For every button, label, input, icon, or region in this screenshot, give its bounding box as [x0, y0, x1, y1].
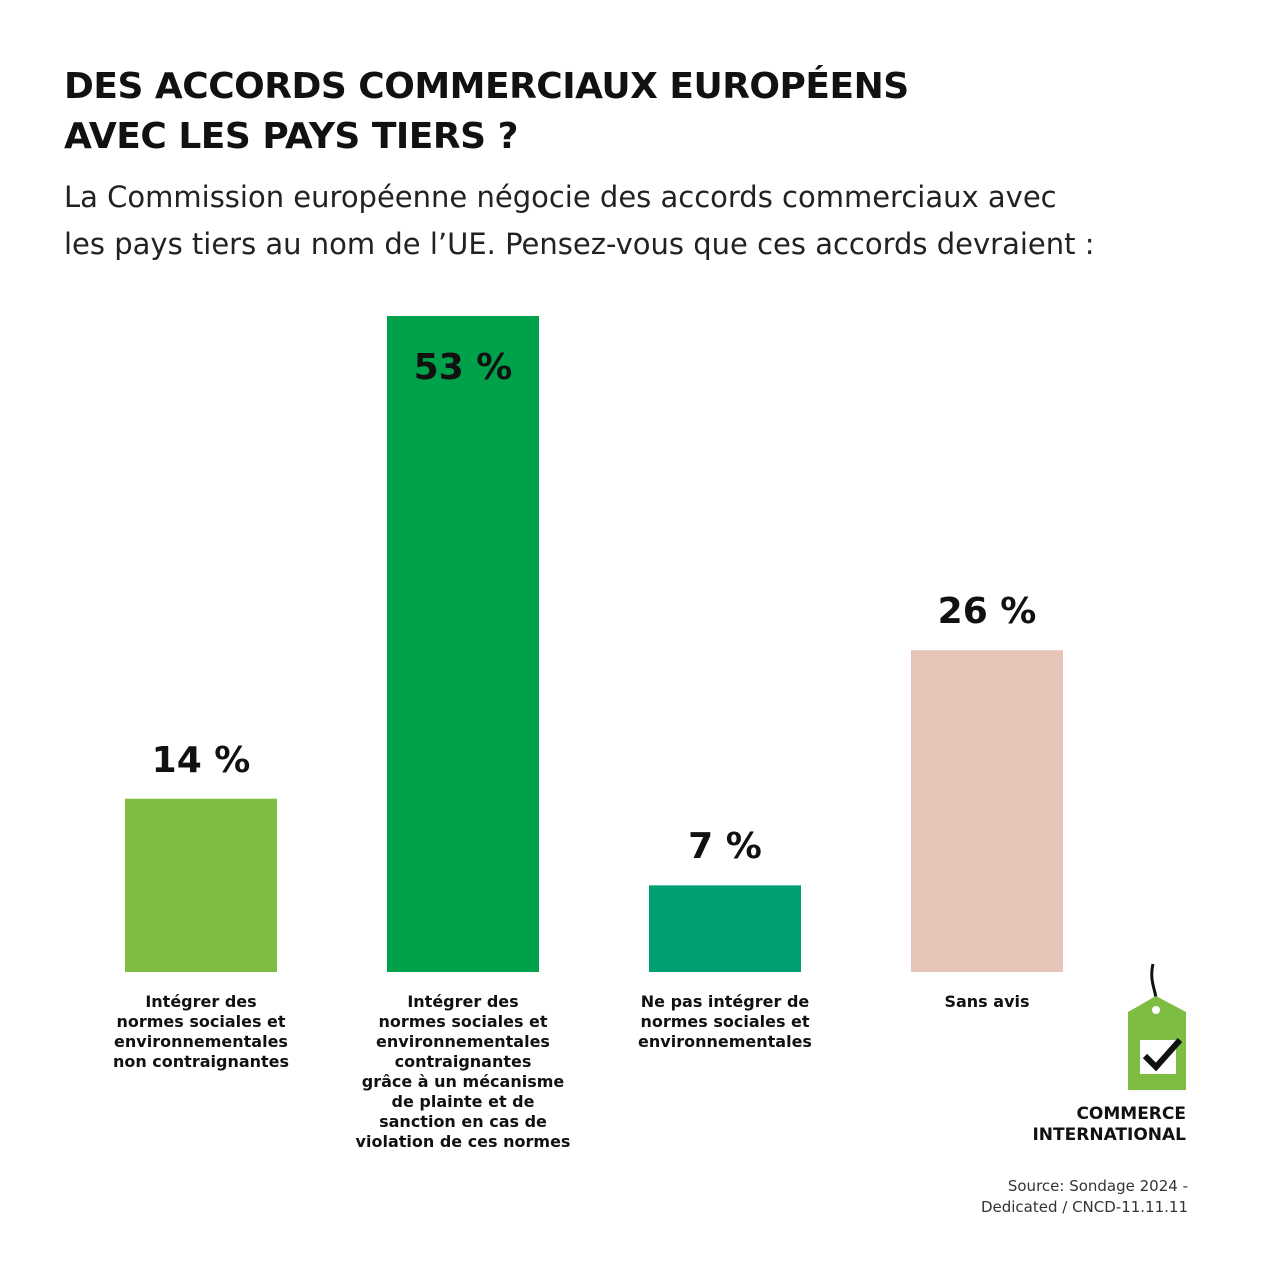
source: Source: Sondage 2024 - Dedicated / CNCD-… [980, 1177, 1188, 1216]
bar [387, 316, 539, 972]
bar [125, 798, 277, 972]
category-label: Sans avis [944, 992, 1030, 1011]
logo-text: COMMERCE INTERNATIONAL [1032, 1104, 1186, 1145]
logo-icon [1128, 963, 1186, 1090]
bar [911, 650, 1063, 972]
category-label: Intégrer des normes sociales et environn… [355, 992, 571, 1151]
chart-title: DES ACCORDS COMMERCIAUX EUROPÉENS AVEC L… [64, 66, 909, 157]
category-label: Intégrer des normes sociales et environn… [112, 992, 290, 1071]
chart-subtitle: La Commission européenne négocie des acc… [64, 180, 1095, 261]
category-label: Ne pas intégrer de normes sociales et en… [638, 992, 812, 1051]
value-label: 53 % [413, 347, 513, 388]
value-label: 26 % [937, 591, 1037, 633]
value-label: 7 % [688, 826, 762, 868]
bar [649, 885, 801, 972]
value-label: 14 % [151, 739, 251, 781]
